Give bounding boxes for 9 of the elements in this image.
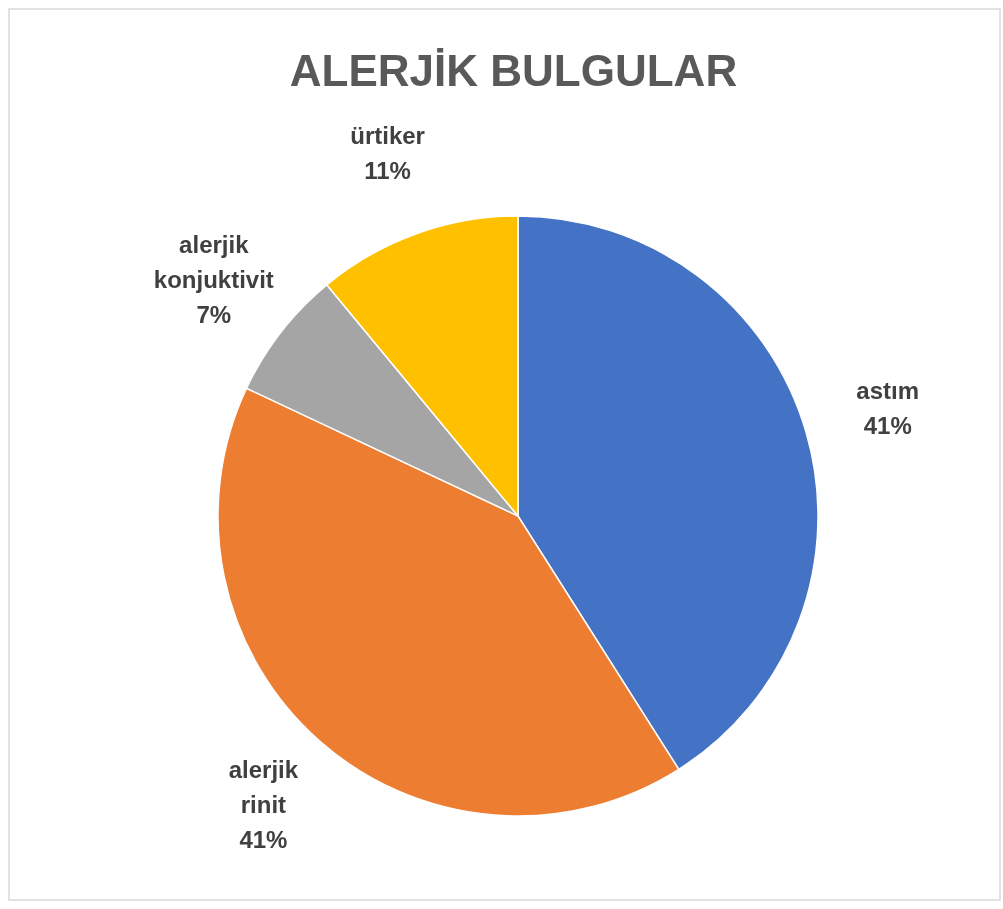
slice-label: ürtiker [350, 122, 425, 150]
data-label: 11% [364, 157, 411, 185]
slice-label: alerjik konjuktivit [153, 231, 274, 294]
data-label: 7% [196, 301, 232, 329]
slice-label: astım [856, 377, 920, 405]
slice-label: alerjik rinit [228, 755, 299, 818]
data-label: 41% [239, 825, 288, 853]
data-label: 41% [863, 412, 912, 440]
chart-title: ALERJİK BULGULAR [289, 46, 738, 95]
